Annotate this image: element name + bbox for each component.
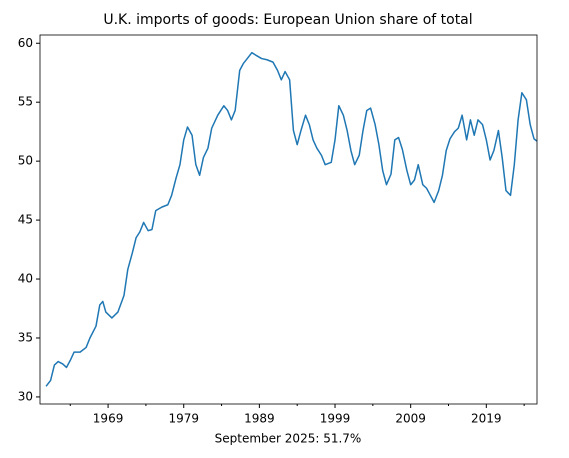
x-tick-label: 2009 [395, 412, 426, 426]
plot-frame [39, 34, 538, 405]
data-line [45, 51, 538, 387]
x-tick-label: 1979 [168, 412, 199, 426]
y-tick-label: 30 [18, 389, 33, 403]
x-axis-label: September 2025: 51.7% [215, 432, 362, 446]
y-tick-label: 50 [18, 154, 33, 168]
y-tick-label: 55 [18, 95, 33, 109]
chart-title: U.K. imports of goods: European Union sh… [103, 12, 472, 28]
y-tick-label: 60 [18, 36, 33, 50]
y-tick-label: 35 [18, 330, 33, 344]
x-tick-label: 1969 [93, 412, 124, 426]
y-tick-label: 40 [18, 272, 33, 286]
x-tick-label: 1989 [244, 412, 275, 426]
x-tick-label: 2019 [471, 412, 502, 426]
x-tick-label: 1999 [320, 412, 351, 426]
y-tick-label: 45 [18, 213, 33, 227]
